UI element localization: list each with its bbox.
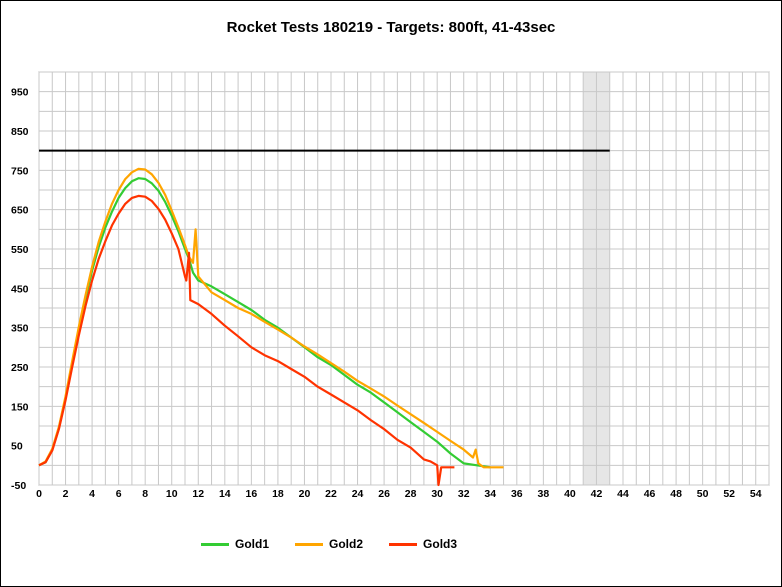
x-tick-label: 4 bbox=[89, 488, 95, 500]
tick-label-layer: 0 2 4 6 8 10 12 14 16 18 20 22 24 26 28 30 32 34 36 38 40 42 4… bbox=[11, 87, 762, 500]
legend: Gold1 Gold2 Gold3 bbox=[201, 537, 457, 551]
x-tick-label: 26 bbox=[378, 488, 390, 500]
legend-item-gold2: Gold2 bbox=[295, 537, 363, 551]
y-tick-label: -50 bbox=[11, 480, 26, 492]
x-tick-label: 6 bbox=[116, 488, 122, 500]
series-line-gold3 bbox=[38, 194, 455, 487]
legend-label-gold1: Gold1 bbox=[235, 537, 270, 551]
y-tick-label: 450 bbox=[11, 283, 29, 295]
legend-swatch-gold2 bbox=[295, 542, 324, 546]
x-tick-label: 48 bbox=[670, 488, 682, 500]
y-tick-label: 850 bbox=[11, 126, 29, 138]
legend-label-gold2: Gold2 bbox=[329, 537, 364, 551]
x-tick-label: 38 bbox=[538, 488, 550, 500]
y-tick-label: 150 bbox=[11, 401, 29, 413]
series-line-gold2 bbox=[38, 167, 504, 469]
x-tick-label: 10 bbox=[166, 488, 178, 500]
x-tick-label: 20 bbox=[299, 488, 311, 500]
chart-title: Rocket Tests 180219 - Targets: 800ft, 41… bbox=[226, 19, 556, 36]
y-tick-label: 750 bbox=[11, 165, 29, 177]
y-tick-label: 650 bbox=[11, 205, 29, 217]
legend-swatch-gold1 bbox=[201, 542, 229, 546]
x-tick-label: 52 bbox=[723, 488, 735, 500]
legend-label-gold3: Gold3 bbox=[423, 537, 458, 551]
x-tick-label: 18 bbox=[272, 488, 284, 500]
grid-layer bbox=[38, 71, 770, 486]
x-tick-label: 44 bbox=[617, 488, 629, 500]
y-tick-label: 350 bbox=[11, 323, 29, 335]
plot-area-bg bbox=[38, 71, 770, 486]
y-tick-label: 250 bbox=[11, 362, 29, 374]
legend-swatch-gold3 bbox=[389, 542, 418, 546]
y-tick-label: 550 bbox=[11, 244, 29, 256]
legend-item-gold1: Gold1 bbox=[201, 537, 269, 551]
y-tick-label: 950 bbox=[11, 87, 29, 99]
x-tick-label: 0 bbox=[36, 488, 42, 500]
x-tick-label: 14 bbox=[219, 488, 231, 500]
x-tick-label: 34 bbox=[484, 488, 496, 500]
x-tick-label: 46 bbox=[644, 488, 656, 500]
x-tick-label: 30 bbox=[431, 488, 443, 500]
x-tick-label: 36 bbox=[511, 488, 523, 500]
legend-item-gold3: Gold3 bbox=[389, 537, 457, 551]
x-tick-label: 54 bbox=[750, 488, 762, 500]
x-tick-label: 32 bbox=[458, 488, 470, 500]
x-tick-label: 40 bbox=[564, 488, 576, 500]
x-tick-label: 8 bbox=[142, 488, 148, 500]
series-layer bbox=[38, 167, 504, 487]
x-tick-label: 42 bbox=[591, 488, 603, 500]
x-tick-label: 24 bbox=[352, 488, 364, 500]
x-tick-label: 2 bbox=[63, 488, 69, 500]
y-tick-label: 50 bbox=[11, 441, 23, 453]
x-tick-label: 12 bbox=[192, 488, 204, 500]
x-tick-label: 16 bbox=[246, 488, 258, 500]
x-tick-label: 22 bbox=[325, 488, 337, 500]
x-tick-label: 28 bbox=[405, 488, 417, 500]
x-tick-label: 50 bbox=[697, 488, 709, 500]
